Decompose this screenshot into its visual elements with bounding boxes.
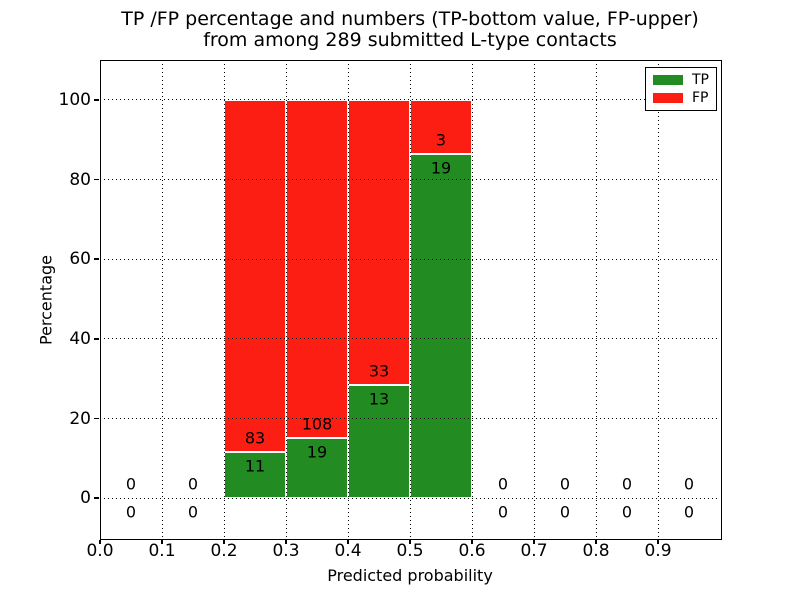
x-axis-label: Predicted probability (327, 566, 493, 585)
tp-count-label: 0 (559, 502, 571, 522)
x-axis-tick (409, 539, 411, 544)
x-tick-label: 0.3 (272, 541, 300, 561)
y-tick-label: 40 (69, 328, 91, 349)
bar-tp-segment (224, 451, 286, 499)
gridline-vertical (223, 60, 225, 538)
gridline-vertical (409, 60, 411, 538)
x-axis-tick (161, 539, 163, 544)
y-axis-tick (94, 178, 99, 181)
tp-count-label: 0 (683, 502, 695, 522)
tp-count-label: 0 (497, 502, 509, 522)
chart-title-line2: from among 289 submitted L-type contacts (203, 29, 617, 51)
legend-label-tp: TP (692, 72, 709, 88)
legend-swatch-fp-icon (653, 93, 683, 103)
x-tick-label: 0.8 (582, 541, 610, 561)
bar-fp-segment (348, 99, 410, 386)
fp-count-label: 83 (244, 428, 266, 448)
gridline-vertical (657, 60, 659, 538)
tp-count-label: 19 (430, 158, 452, 178)
fp-count-label: 0 (187, 474, 199, 494)
legend-item-fp: FP (653, 90, 709, 106)
chart-title-line1: TP /FP percentage and numbers (TP-bottom… (121, 8, 699, 30)
y-axis-tick (94, 417, 99, 420)
fp-count-label: 0 (125, 474, 137, 494)
y-axis-tick (94, 497, 99, 499)
tp-count-label: 19 (306, 442, 328, 462)
x-axis-tick (285, 539, 287, 544)
y-tick-label: 100 (58, 89, 91, 110)
x-tick-label: 0.2 (210, 541, 238, 561)
fp-count-label: 0 (497, 474, 509, 494)
gridline-vertical (161, 60, 163, 538)
x-axis-tick (99, 539, 101, 544)
x-axis-tick (595, 539, 597, 544)
y-tick-label: 20 (69, 408, 91, 429)
y-axis-label: Percentage (36, 254, 56, 346)
x-axis-tick (223, 539, 225, 544)
x-tick-label: 0.6 (458, 541, 486, 561)
bar-tp-segment (410, 154, 472, 499)
fp-count-label: 0 (683, 474, 695, 494)
x-tick-label: 0.0 (86, 541, 114, 561)
gridline-vertical (471, 60, 473, 538)
tp-count-label: 0 (125, 502, 137, 522)
x-tick-label: 0.4 (334, 541, 362, 561)
y-axis-tick (94, 338, 99, 340)
fp-count-label: 0 (559, 474, 571, 494)
x-tick-label: 0.9 (644, 541, 672, 561)
legend: TP FP (645, 67, 717, 111)
x-tick-label: 0.5 (396, 541, 424, 561)
tp-count-label: 11 (244, 456, 266, 476)
fp-count-label: 0 (621, 474, 633, 494)
chart-title: TP /FP percentage and numbers (TP-bottom… (90, 9, 730, 51)
y-tick-label: 60 (69, 249, 91, 270)
gridline-vertical (595, 60, 597, 538)
bar-fp-segment (410, 99, 472, 154)
bar-fp-segment (286, 99, 348, 439)
x-axis-tick (657, 539, 659, 544)
fp-count-label: 108 (301, 414, 333, 434)
plot-area: TP FP (100, 60, 722, 540)
gridline-vertical (533, 60, 535, 538)
x-axis-tick (471, 539, 473, 544)
fp-count-label: 3 (435, 130, 447, 150)
y-axis-tick (94, 258, 99, 260)
x-axis-tick (347, 539, 349, 544)
y-tick-label: 0 (80, 488, 91, 509)
gridline-vertical (285, 60, 287, 538)
x-axis-tick (533, 539, 535, 544)
tp-count-label: 0 (621, 502, 633, 522)
x-tick-label: 0.1 (148, 541, 176, 561)
fp-count-label: 33 (368, 361, 390, 381)
legend-item-tp: TP (653, 72, 709, 88)
gridline-vertical (347, 60, 349, 538)
tp-count-label: 13 (368, 389, 390, 409)
tp-count-label: 0 (187, 502, 199, 522)
y-tick-label: 80 (69, 169, 91, 190)
legend-swatch-tp-icon (653, 75, 683, 85)
bar-fp-segment (224, 99, 286, 452)
legend-label-fp: FP (692, 90, 709, 106)
y-axis-tick (94, 99, 99, 101)
x-tick-label: 0.7 (520, 541, 548, 561)
